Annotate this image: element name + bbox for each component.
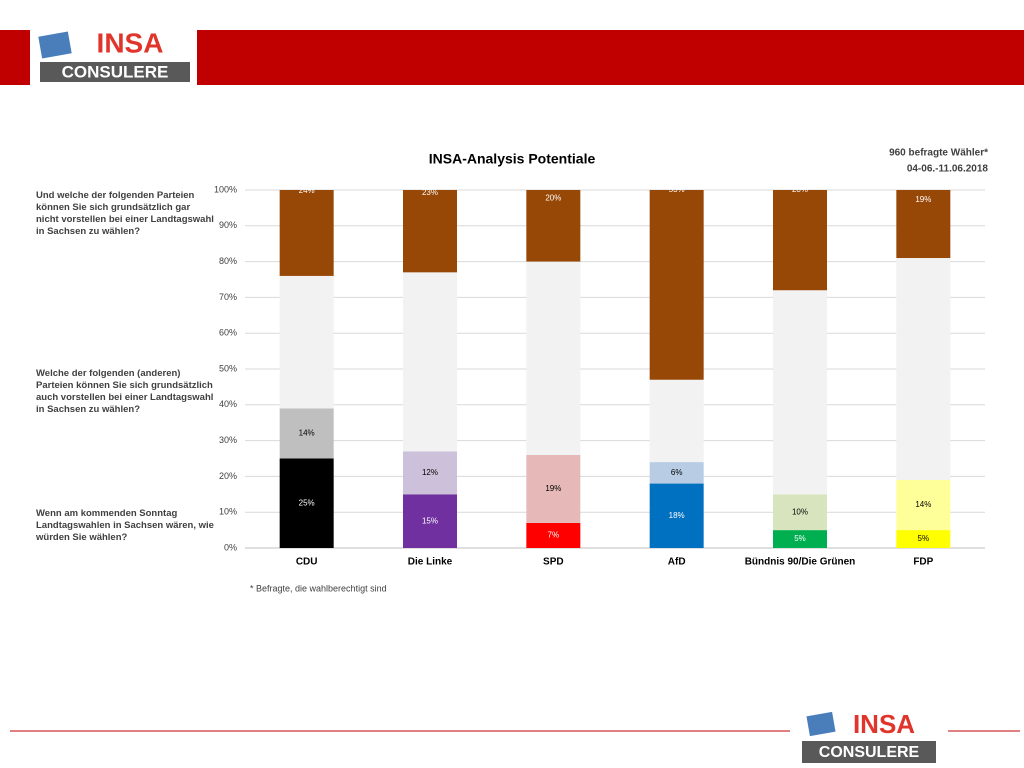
x-tick-label: AfD	[668, 557, 686, 568]
value-label: 18%	[669, 511, 685, 520]
bar-segment	[526, 190, 581, 262]
logo-text: INSA	[853, 709, 915, 739]
value-label: 12%	[422, 468, 438, 477]
bar-segment	[896, 258, 951, 480]
y-tick-label: 50%	[219, 363, 237, 373]
y-tick-label: 20%	[219, 471, 237, 481]
y-tick-label: 10%	[219, 507, 237, 517]
value-label: 24%	[299, 186, 315, 195]
bar-segment	[649, 483, 704, 548]
value-label: 53%	[669, 185, 685, 194]
bar-segment	[649, 190, 704, 380]
series-label: Wenn am kommenden Sonntag Landtagswahlen…	[36, 508, 214, 543]
bar-segment	[403, 190, 457, 273]
value-label: 23%	[422, 188, 438, 197]
y-tick-label: 40%	[219, 399, 237, 409]
y-tick-label: 0%	[224, 542, 237, 552]
value-label: 10%	[792, 507, 808, 516]
bar-segment	[403, 451, 457, 495]
bar-segment	[279, 408, 334, 459]
bar-segment	[773, 290, 827, 495]
series-label: Welche der folgenden (anderen) Parteien …	[36, 368, 214, 415]
y-tick-label: 60%	[219, 328, 237, 338]
bar-segment	[279, 458, 334, 548]
value-label: 7%	[548, 531, 560, 540]
logo-text: INSA	[97, 27, 164, 58]
value-label: 28%	[792, 185, 808, 194]
subtitle: 960 befragte Wähler*	[889, 148, 988, 159]
bar-segment	[773, 494, 827, 531]
bar-segment	[896, 479, 951, 531]
series-label: Und welche der folgenden Parteien können…	[36, 190, 214, 237]
value-label: 15%	[422, 516, 438, 525]
bar-segment	[526, 454, 581, 523]
value-label: 14%	[299, 429, 315, 438]
logo-sub-text: CONSULERE	[62, 62, 169, 81]
y-tick-label: 30%	[219, 435, 237, 445]
x-tick-label: CDU	[296, 557, 318, 568]
x-tick-label: Bündnis 90/Die Grünen	[745, 557, 856, 568]
chart-title: INSA-Analysis Potentiale	[429, 151, 596, 167]
value-label: 14%	[915, 500, 931, 509]
value-label: 5%	[918, 534, 930, 543]
bar-segment	[896, 530, 951, 548]
bar-segment	[403, 494, 457, 548]
y-tick-label: 90%	[219, 220, 237, 230]
bar-segment	[649, 462, 704, 484]
bar-segment	[896, 190, 951, 259]
value-label: 5%	[794, 534, 806, 543]
bar-segment	[403, 272, 457, 452]
bar-segment	[279, 275, 334, 409]
value-label: 19%	[915, 195, 931, 204]
y-tick-label: 100%	[214, 184, 237, 194]
footnote: * Befragte, die wahlberechtigt sind	[250, 583, 387, 593]
x-tick-label: FDP	[913, 557, 933, 568]
value-label: 6%	[671, 468, 683, 477]
value-label: 19%	[545, 484, 561, 493]
logo-sub-box	[802, 741, 936, 763]
x-tick-label: Die Linke	[408, 557, 453, 568]
bar-segment	[526, 522, 581, 548]
bar-segment	[773, 190, 827, 291]
logo-sub-box	[40, 62, 190, 82]
bar-segment	[773, 530, 827, 548]
value-label: 20%	[545, 193, 561, 202]
bar-segment	[649, 379, 704, 463]
bar-segment	[526, 261, 581, 455]
bar-segment	[279, 190, 334, 276]
subtitle: 04-06.-11.06.2018	[907, 164, 989, 175]
y-tick-label: 80%	[219, 256, 237, 266]
y-tick-label: 70%	[219, 292, 237, 302]
x-tick-label: SPD	[543, 557, 564, 568]
logo-icon	[806, 711, 836, 737]
logo-icon	[38, 31, 72, 59]
logo-sub-text: CONSULERE	[819, 744, 920, 761]
value-label: 25%	[299, 498, 315, 507]
